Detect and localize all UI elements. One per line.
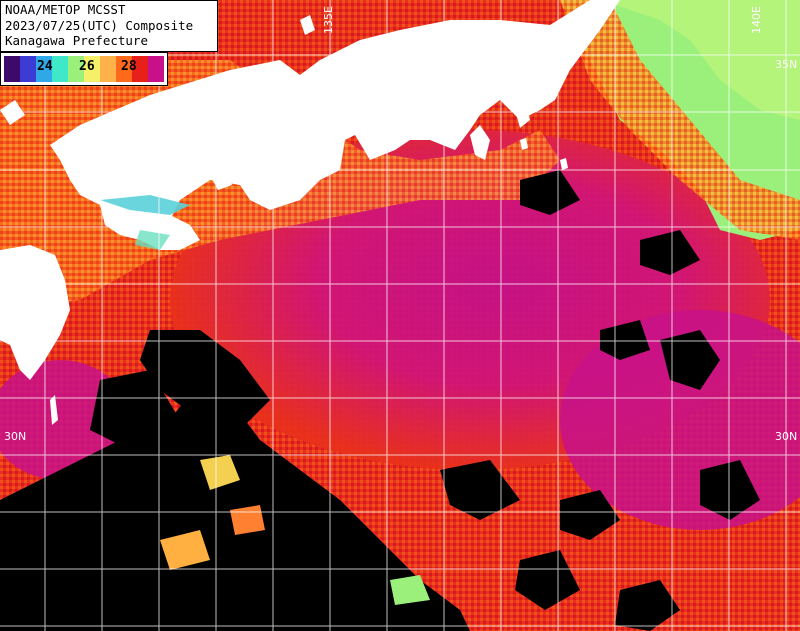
scale-swatch	[148, 56, 164, 82]
title-line-2: 2023/07/25(UTC) Composite	[5, 17, 194, 33]
title-line-1: NOAA/METOP MCSST	[5, 2, 126, 17]
color-scale-legend: 24 26 28	[0, 52, 168, 86]
scale-swatch	[20, 56, 37, 82]
scale-tick-24: 24	[37, 59, 53, 74]
scale-swatch	[4, 56, 21, 82]
scale-tick-28: 28	[121, 59, 137, 74]
scale-tick-26: 26	[79, 59, 95, 74]
scale-swatch	[116, 56, 133, 82]
lon-label-top-a: 135E	[322, 6, 335, 34]
scale-swatch	[132, 56, 149, 82]
lon-label-top-b: 140E	[750, 6, 763, 34]
scale-swatch	[52, 56, 69, 82]
lat-label-left: 30N	[4, 430, 27, 443]
scale-swatch	[68, 56, 85, 82]
color-scale-bar	[4, 56, 164, 82]
title-box: NOAA/METOP MCSST 2023/07/25(UTC) Composi…	[0, 0, 218, 52]
land-kyushu	[0, 245, 70, 380]
scale-swatch	[100, 56, 117, 82]
lat-label-right: 30N	[775, 430, 798, 443]
title-line-3: Kanagawa Prefecture	[5, 33, 148, 48]
scale-swatch	[36, 56, 53, 82]
land-honshu	[50, 0, 620, 240]
scale-swatch	[84, 56, 101, 82]
lat-label-right-top: 35N	[775, 58, 798, 71]
